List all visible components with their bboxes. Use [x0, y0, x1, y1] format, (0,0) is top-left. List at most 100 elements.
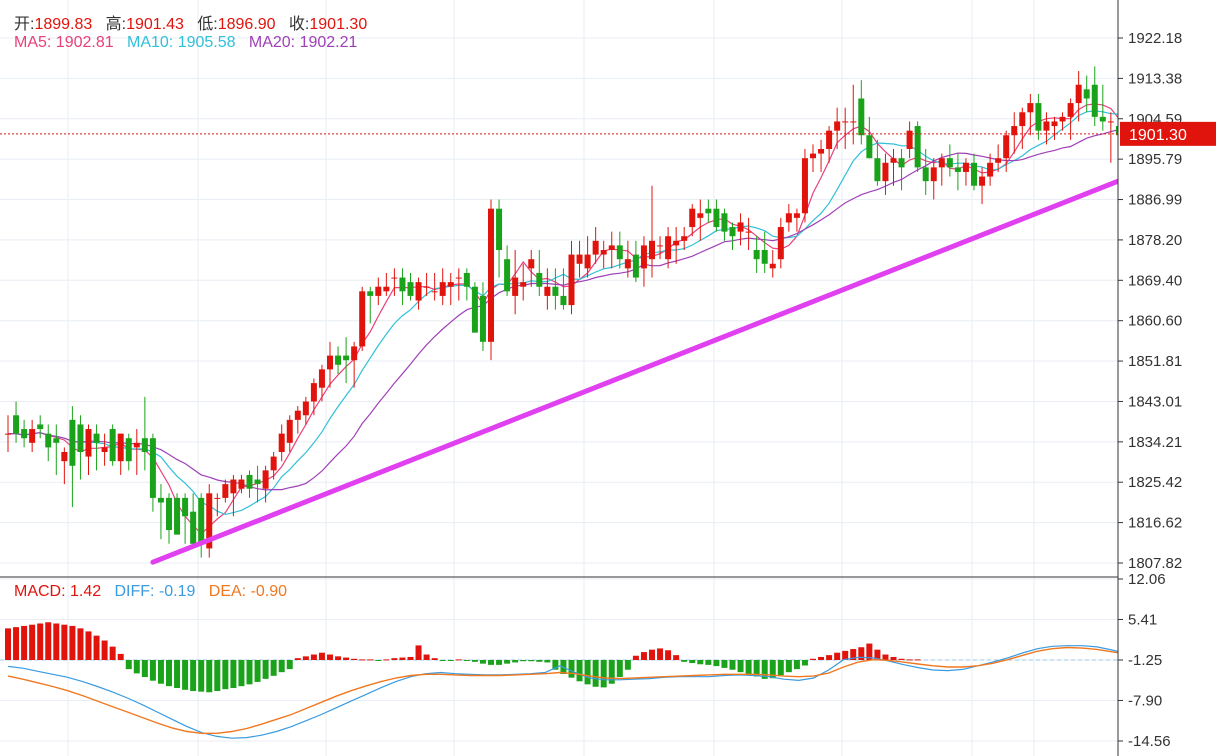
macd-histogram-bar	[544, 660, 551, 663]
candle-body	[689, 208, 696, 228]
axis-tick-label: 1922.18	[1128, 30, 1182, 47]
candle-body	[174, 497, 181, 535]
ma20-value: 1902.21	[299, 34, 358, 51]
ohlc-readout: 开:1899.83 高:1901.43 低:1896.90 收:1901.30	[14, 10, 367, 34]
candle-body	[729, 227, 736, 237]
candle-body	[552, 286, 559, 296]
macd-histogram-bar	[552, 660, 559, 670]
candle-body	[826, 130, 833, 150]
trend-arrow-shaft	[150, 154, 1182, 565]
macd-dea-line	[7, 646, 1128, 734]
macd-histogram-bar	[53, 623, 60, 660]
candle-body	[310, 383, 317, 402]
macd-histogram-bar	[13, 627, 20, 660]
candle-body	[584, 254, 591, 269]
candle-body	[979, 176, 986, 186]
candle-body	[995, 158, 1002, 163]
macd-histogram-bar	[689, 660, 696, 664]
candle-body	[286, 419, 293, 443]
axis-tick-label: 1878.20	[1128, 232, 1182, 249]
candle-body	[496, 208, 503, 251]
macd-histogram-bar	[141, 660, 148, 678]
macd-histogram-bar	[826, 655, 833, 660]
macd-histogram-bar	[327, 654, 333, 660]
candle-body	[785, 213, 792, 223]
candle-body	[327, 355, 333, 370]
macd-histogram-bar	[769, 660, 776, 679]
candle-body	[705, 208, 712, 214]
macd-histogram-bar	[455, 659, 462, 661]
ma20-label: MA20:	[248, 34, 296, 51]
macd-histogram-bar	[174, 660, 181, 688]
macd-histogram-bar	[882, 654, 889, 660]
macd-histogram-bar	[214, 660, 221, 692]
macd-histogram-bar	[632, 655, 639, 660]
candle-body	[383, 286, 390, 292]
macd-histogram-bar	[133, 660, 140, 674]
candle-body	[1011, 126, 1018, 136]
macd-histogram-bar	[488, 660, 494, 665]
candle-body	[278, 433, 285, 452]
candle-body	[61, 451, 68, 462]
candle-body	[294, 410, 301, 420]
candle-body	[721, 213, 728, 232]
candle-body	[270, 456, 277, 471]
macd-histogram-bar	[906, 659, 913, 661]
candle-body	[842, 121, 849, 123]
candle-body	[834, 121, 841, 131]
axis-tick-label: -14.56	[1128, 733, 1171, 750]
candle-body	[761, 250, 768, 264]
axis-tick-label: 1886.99	[1128, 192, 1182, 209]
candle-body	[238, 479, 245, 489]
candle-body	[37, 424, 44, 430]
candle-body	[801, 158, 808, 214]
candle-body	[520, 282, 527, 287]
candle-body	[166, 497, 172, 531]
candle-body	[157, 497, 164, 503]
candle-body	[866, 135, 873, 159]
candle-body	[471, 286, 478, 333]
macd-histogram-bar	[745, 660, 752, 675]
macd-histogram-bar	[431, 658, 438, 660]
candle-body	[1059, 116, 1066, 122]
macd-histogram-bar	[721, 660, 728, 668]
macd-histogram-bar	[246, 660, 253, 685]
candle-body	[971, 162, 977, 186]
macd-histogram-bar	[600, 660, 607, 688]
macd-histogram-bar	[705, 660, 712, 665]
macd-histogram-bar	[222, 660, 229, 690]
candle-body	[447, 282, 454, 287]
axis-tick-label: 1913.38	[1128, 70, 1182, 87]
grid-lines	[0, 0, 1118, 756]
macd-histogram-bar	[206, 660, 213, 693]
macd-histogram-bar	[665, 650, 672, 660]
candle-body	[512, 277, 519, 296]
candle-body	[117, 433, 124, 462]
candle-body	[938, 158, 945, 168]
candle-body	[1083, 89, 1090, 99]
candle-body	[190, 511, 197, 544]
macd-histogram-bar	[391, 658, 398, 660]
macd-histogram-bar	[302, 656, 309, 660]
macd-histogram-bar	[343, 657, 350, 660]
candle-body	[810, 153, 816, 159]
macd-histogram-bar	[649, 649, 655, 660]
candle-body	[21, 429, 28, 439]
macd-histogram-bar	[125, 660, 132, 670]
candle-body	[1075, 84, 1082, 104]
axis-tick-label: 1860.60	[1128, 313, 1182, 330]
candle-body	[69, 419, 76, 466]
candle-body	[946, 158, 953, 168]
macd-histogram-bar	[528, 660, 535, 662]
macd-histogram-bar	[608, 660, 615, 684]
macd-histogram-bar	[351, 658, 358, 660]
macd-histogram-bar	[29, 624, 36, 660]
macd-histogram-bar	[777, 660, 784, 676]
axis-tick-label: -1.25	[1128, 652, 1162, 669]
candle-body	[681, 236, 688, 241]
macd-histogram-bar	[536, 660, 543, 662]
candle-body	[77, 424, 84, 452]
candle-body	[657, 245, 664, 247]
macd-histogram-bar	[262, 660, 269, 679]
